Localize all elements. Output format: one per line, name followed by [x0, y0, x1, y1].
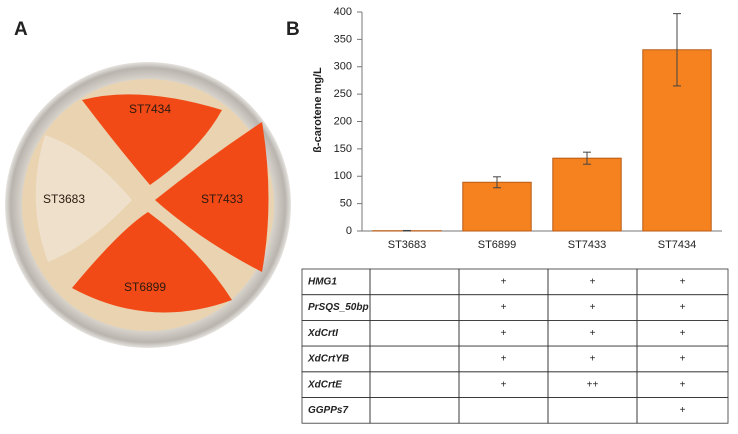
gene-name: XdCrtYB [307, 354, 349, 365]
petri-dish-photo: ST7434 ST3683 ST7433 ST6899 [5, 62, 291, 348]
table-mark: + [590, 276, 596, 287]
table-mark: + [501, 328, 507, 339]
table-cell [369, 294, 460, 321]
table-cell [369, 371, 460, 398]
plate-label: ST7434 [129, 102, 171, 116]
y-axis-label: ß-carotene mg/L [312, 67, 324, 153]
table-cell [458, 397, 549, 424]
table-cell [369, 268, 460, 296]
x-tick-label: ST7434 [658, 239, 697, 251]
table-mark: + [680, 405, 686, 416]
table-mark: ++ [587, 379, 599, 390]
bar [552, 157, 622, 232]
table-mark: + [680, 354, 686, 365]
y-tick-label: 0 [346, 225, 352, 237]
colony [155, 122, 269, 272]
table-mark: + [501, 276, 507, 287]
y-tick-label: 100 [334, 170, 352, 182]
colony [35, 135, 132, 262]
table-cell [369, 319, 460, 347]
bar [462, 181, 532, 232]
table-mark: + [501, 354, 507, 365]
table-mark: + [501, 302, 507, 313]
table-mark: + [680, 328, 686, 339]
y-tick-label: 350 [334, 33, 352, 45]
y-tick-label: 300 [334, 61, 352, 73]
table-mark: + [680, 276, 686, 287]
table-mark: + [501, 379, 507, 390]
gene-name: XdCrtI [307, 328, 338, 339]
colony [82, 94, 222, 185]
gene-name: XdCrtE [307, 379, 342, 390]
table-cell [369, 397, 460, 424]
y-tick-label: 200 [334, 115, 352, 127]
panel-label: B [286, 19, 300, 40]
table-mark: + [680, 379, 686, 390]
gene-name: HMG1 [308, 276, 337, 287]
table-cell [547, 397, 638, 424]
y-tick-label: 400 [334, 6, 352, 18]
table-mark: + [590, 354, 596, 365]
plate-label: ST6899 [124, 280, 166, 294]
x-tick-label: ST6899 [478, 239, 517, 251]
x-tick-label: ST7433 [568, 239, 607, 251]
y-tick-label: 150 [334, 143, 352, 155]
gene-name: PrSQS_50bp [308, 302, 369, 313]
x-tick-label: ST3683 [388, 239, 427, 251]
colony [72, 212, 232, 313]
table-cell [369, 345, 460, 373]
agar [22, 79, 274, 331]
y-tick-label: 50 [340, 198, 352, 210]
table-cell [636, 397, 729, 424]
plate-label: ST3683 [43, 192, 85, 206]
table-mark: + [590, 302, 596, 313]
y-tick-label: 250 [334, 88, 352, 100]
gene-name: GGPPs7 [308, 405, 348, 416]
table-mark: + [680, 302, 686, 313]
plate-label: ST7433 [201, 192, 243, 206]
panel-label: A [14, 19, 28, 40]
table-mark: + [590, 328, 596, 339]
